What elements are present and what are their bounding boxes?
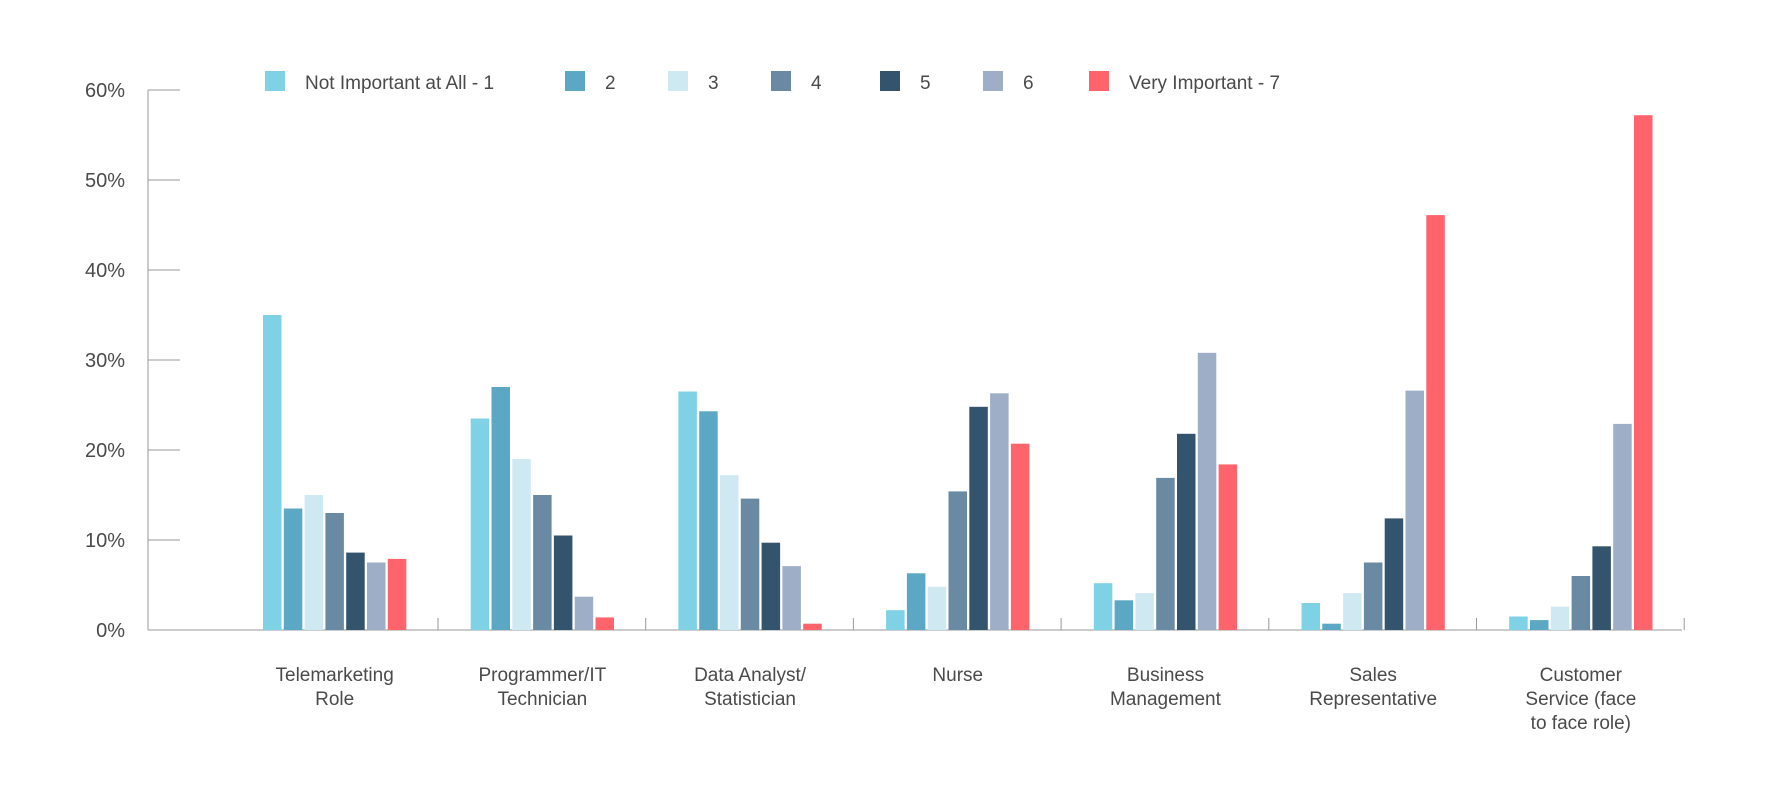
bar-4-6 [1363, 562, 1383, 630]
bar-5-3 [761, 542, 781, 630]
x-category-label: Technician [497, 689, 587, 710]
legend-label-4: 4 [811, 73, 822, 94]
bar-1-7 [1509, 616, 1528, 630]
bar-6-3 [782, 566, 801, 630]
bar-6-1 [367, 562, 386, 630]
bar-3-2 [512, 459, 531, 630]
bar-2-1 [283, 508, 303, 630]
bar-4-5 [1156, 477, 1175, 630]
bar-6-6 [1405, 390, 1424, 630]
bar-4-1 [325, 513, 344, 630]
bar-1-3 [678, 391, 697, 630]
bar-2-5 [1114, 600, 1134, 630]
bar-5-2 [553, 535, 573, 630]
bar-2-7 [1530, 620, 1549, 630]
bar-5-5 [1177, 433, 1196, 630]
legend-swatch-2 [565, 71, 585, 91]
legend: Not Important at All - 1 2 3 4 5 6 Very Import… [265, 71, 1280, 94]
y-tick-label: 60% [85, 80, 125, 102]
x-category-label: to face role) [1531, 713, 1631, 734]
bar-5-7 [1592, 546, 1611, 630]
y-tick-label: 0% [96, 620, 125, 642]
x-category-label: Business [1127, 665, 1204, 686]
bar-5-4 [969, 406, 988, 630]
bar-3-1 [304, 495, 324, 630]
bars [263, 115, 1653, 630]
bar-6-5 [1197, 352, 1217, 630]
bar-4-2 [533, 495, 552, 630]
bar-2-4 [906, 573, 926, 630]
bar-7-7 [1634, 115, 1653, 630]
bar-4-7 [1571, 576, 1591, 630]
bar-6-4 [990, 393, 1009, 630]
x-category-label: Telemarketing [276, 665, 394, 686]
bar-7-1 [387, 558, 407, 630]
legend-swatch-3 [668, 71, 688, 91]
x-category-label: Data Analyst/ [694, 665, 807, 686]
bar-4-4 [948, 491, 967, 630]
x-category-label: Statistician [704, 689, 796, 710]
x-category-label: Nurse [932, 665, 983, 686]
legend-swatch-5 [880, 71, 900, 91]
bar-3-6 [1343, 593, 1362, 630]
legend-label-1: Not Important at All - 1 [305, 73, 494, 94]
axes: 0% 10% 20% 30% 40% 50% 60% Telemarketing Role Pro… [85, 80, 1685, 734]
y-tick-label: 40% [85, 260, 125, 282]
bar-3-3 [720, 475, 739, 630]
bar-3-7 [1550, 606, 1570, 630]
bar-7-5 [1218, 464, 1238, 630]
legend-label-5: 5 [920, 73, 931, 94]
x-category-label: Service (face [1525, 689, 1636, 710]
bar-7-6 [1426, 215, 1445, 630]
legend-label-7: Very Important - 7 [1129, 73, 1280, 94]
bar-1-2 [470, 418, 490, 630]
x-category-label: Sales [1349, 665, 1397, 686]
legend-swatch-7 [1089, 71, 1109, 91]
x-category-label: Representative [1309, 689, 1437, 710]
y-tick-label: 10% [85, 530, 125, 552]
legend-swatch-6 [983, 71, 1003, 91]
bar-6-2 [574, 596, 594, 630]
bar-1-4 [886, 610, 905, 630]
bar-1-6 [1301, 603, 1320, 630]
bar-5-6 [1384, 518, 1404, 630]
bar-1-5 [1093, 583, 1113, 630]
legend-swatch-1 [265, 71, 285, 91]
y-tick-label: 50% [85, 170, 125, 192]
bar-6-7 [1613, 423, 1632, 630]
bar-2-6 [1322, 623, 1341, 630]
bar-3-4 [927, 586, 947, 630]
x-category-label: Programmer/IT [478, 665, 606, 686]
legend-swatch-4 [771, 71, 791, 91]
bar-7-3 [803, 623, 822, 630]
bar-7-2 [595, 617, 614, 630]
legend-label-6: 6 [1023, 73, 1034, 94]
legend-label-2: 2 [605, 73, 616, 94]
x-category-label: Customer [1540, 665, 1623, 686]
bar-5-1 [346, 552, 365, 630]
bar-1-1 [263, 315, 282, 630]
y-tick-label: 20% [85, 440, 125, 462]
bar-7-4 [1010, 443, 1030, 630]
x-category-label: Role [315, 689, 354, 710]
bar-3-5 [1135, 593, 1154, 630]
y-tick-label: 30% [85, 350, 125, 372]
bar-2-3 [699, 411, 718, 630]
bar-2-2 [491, 387, 510, 630]
x-category-label: Management [1110, 689, 1222, 710]
bar-4-3 [740, 498, 760, 630]
legend-label-3: 3 [708, 73, 719, 94]
